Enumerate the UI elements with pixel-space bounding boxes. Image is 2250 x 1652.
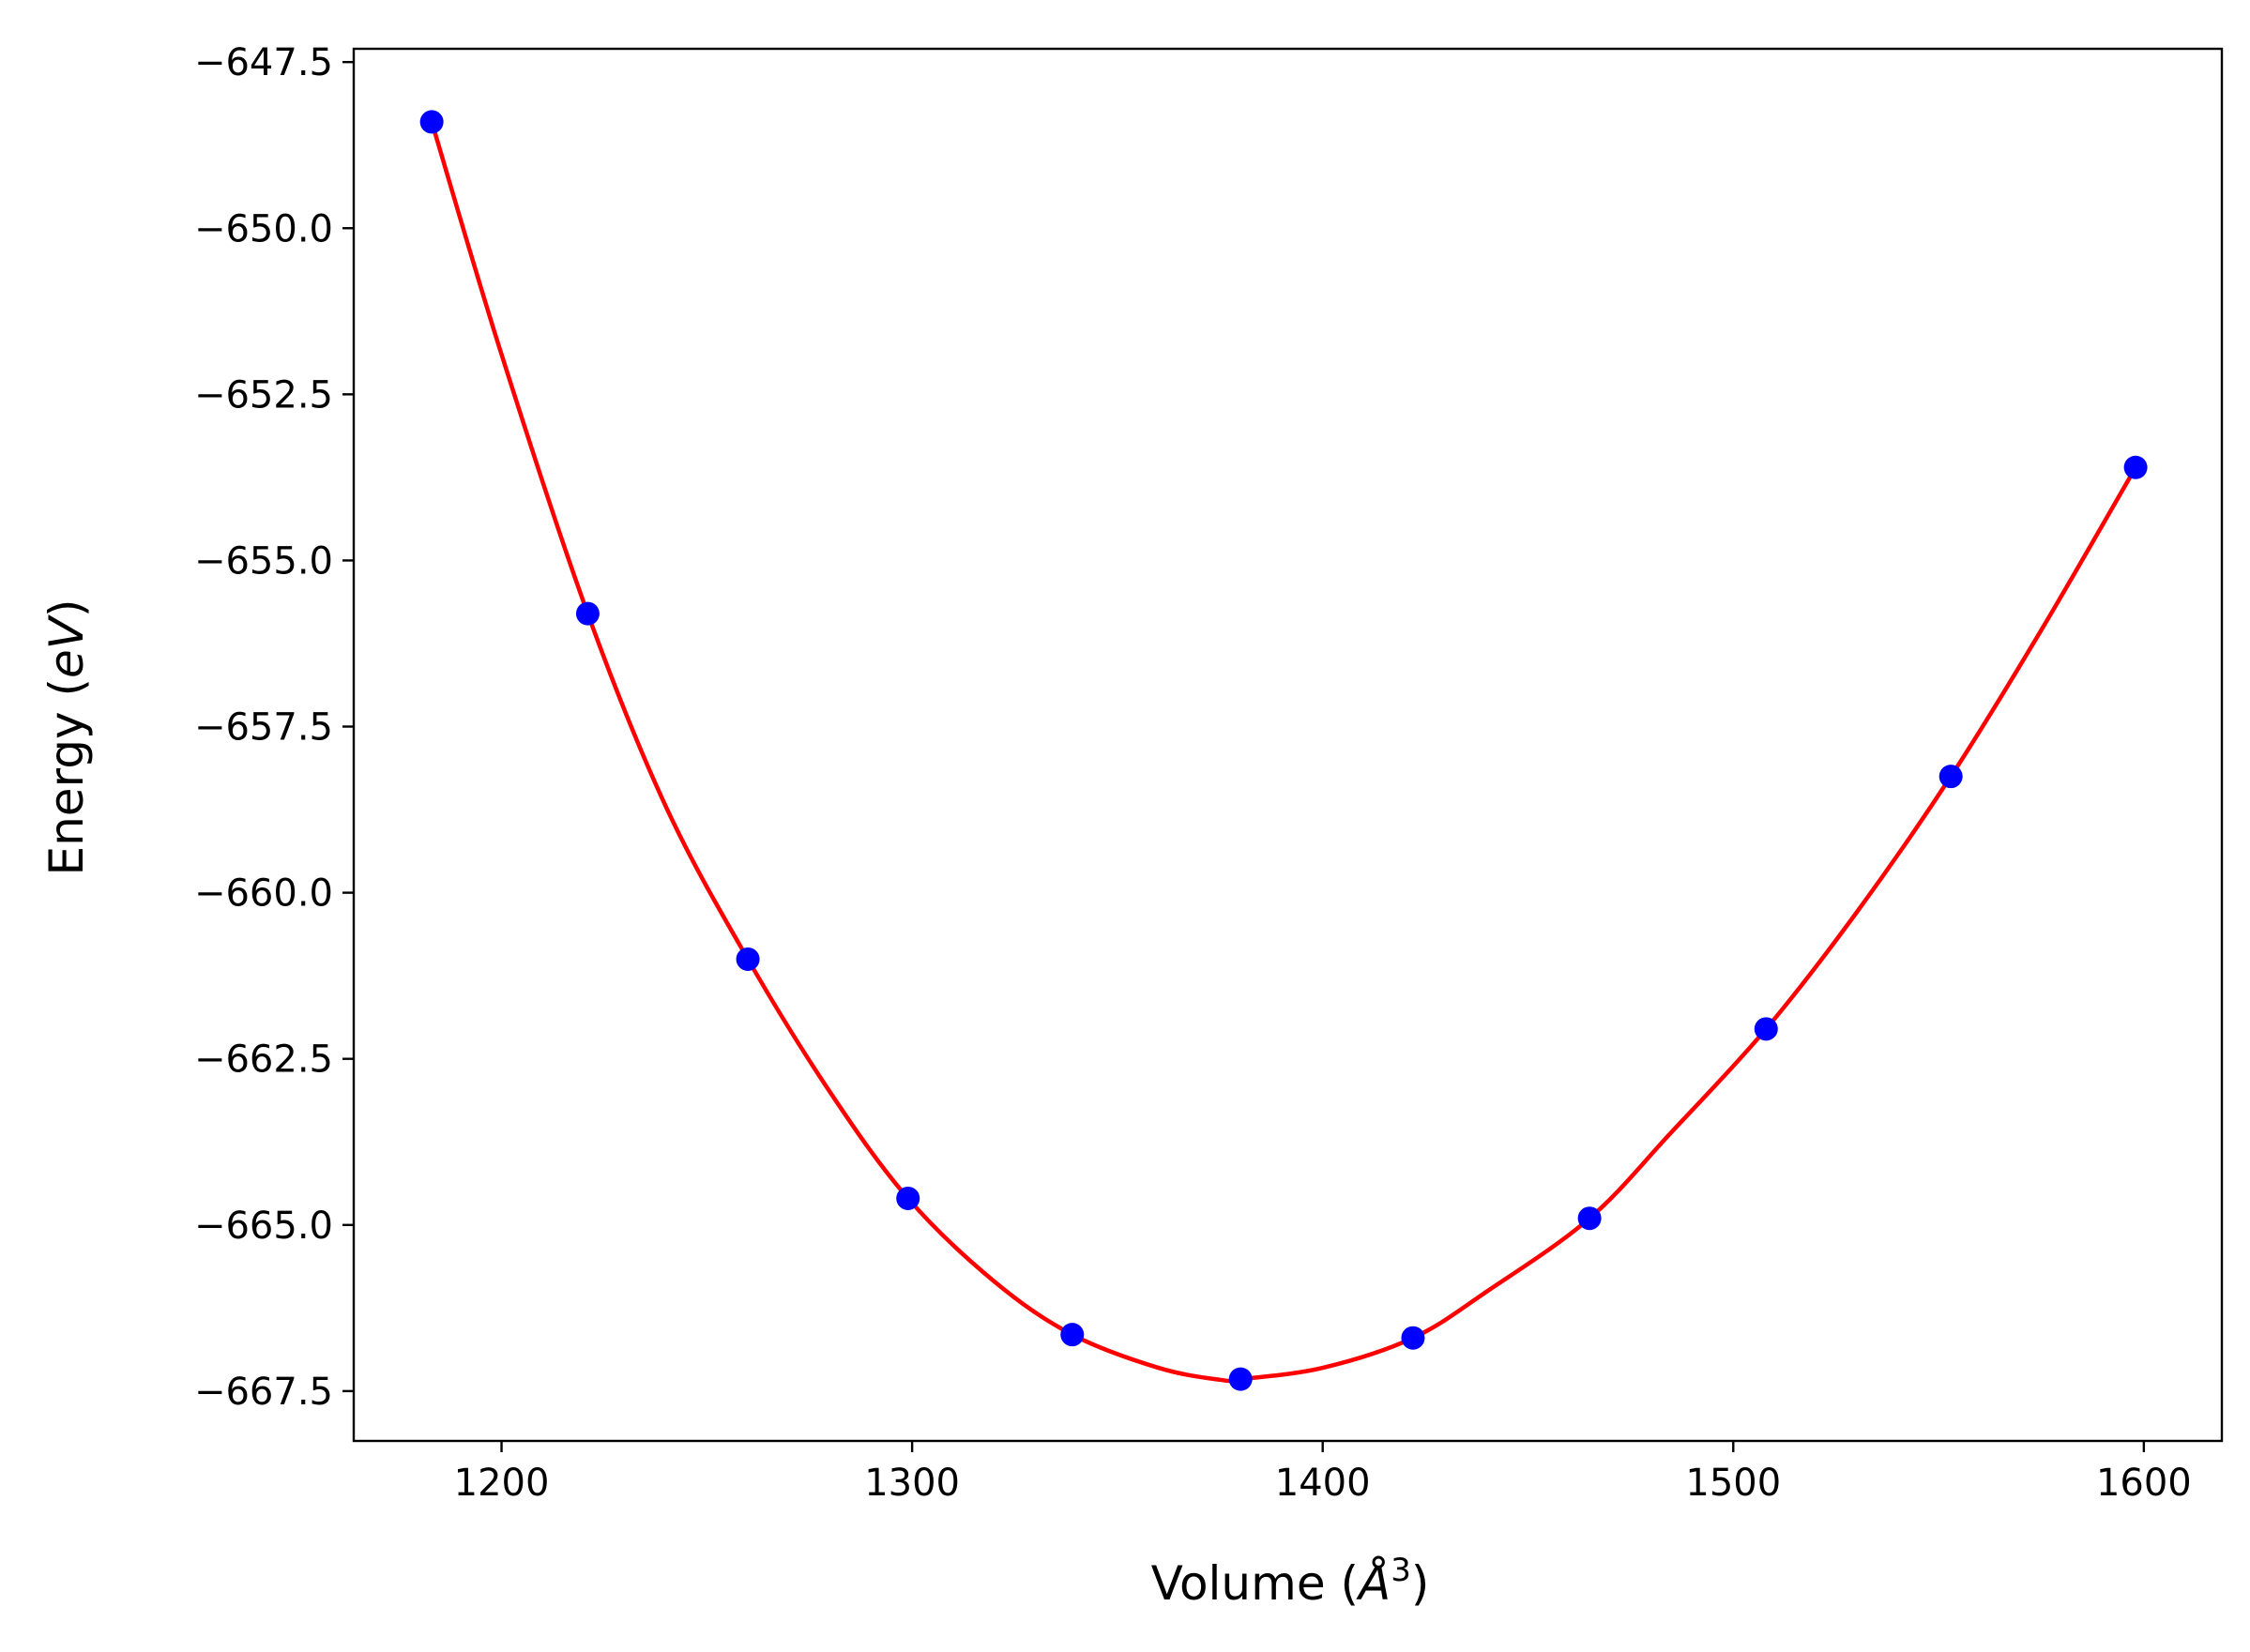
- x-tick-label: 1500: [1685, 1462, 1781, 1505]
- data-point: [896, 1186, 920, 1210]
- y-tick-label: −665.0: [194, 1205, 333, 1248]
- data-point: [575, 601, 600, 626]
- data-point: [736, 947, 760, 971]
- y-tick-label: −662.5: [194, 1038, 333, 1082]
- x-axis-label-unit: Å: [1356, 1556, 1391, 1611]
- data-point: [1228, 1367, 1253, 1391]
- y-tick-label: −647.5: [194, 41, 333, 84]
- x-axis-label-exponent: 3: [1391, 1552, 1411, 1589]
- y-tick-label: −655.0: [194, 539, 333, 583]
- x-tick-label: 1600: [2096, 1462, 2192, 1505]
- data-points: [419, 110, 2148, 1391]
- data-point: [1938, 765, 1963, 789]
- fit-curve: [429, 121, 2138, 1384]
- data-point: [1401, 1326, 1425, 1350]
- y-axis-label-text: Energy (: [39, 678, 94, 875]
- data-point: [419, 110, 444, 134]
- data-point: [2123, 455, 2148, 479]
- data-point: [1577, 1206, 1602, 1231]
- plot-area-frame: [352, 47, 2224, 1443]
- y-axis-ticks: −647.5 −650.0 −652.5 −655.0 −657.5 −660.0 −662…: [194, 41, 354, 1414]
- x-tick-label: 1400: [1275, 1462, 1371, 1505]
- y-tick-label: −650.0: [194, 207, 333, 250]
- x-axis-label-text: Volume (: [1151, 1556, 1359, 1611]
- y-tick-label: −657.5: [194, 706, 333, 750]
- y-tick-label: −652.5: [194, 373, 333, 417]
- x-tick-label: 1200: [454, 1462, 550, 1505]
- y-axis-label-close: ): [39, 599, 94, 618]
- x-axis-ticks: 1200 1300 1400 1500 1600: [454, 1441, 2192, 1505]
- x-tick-label: 1300: [864, 1462, 960, 1505]
- data-point: [1754, 1017, 1778, 1041]
- y-tick-label: −667.5: [194, 1371, 333, 1414]
- y-axis-label: Energy (eV): [39, 599, 94, 876]
- x-axis-label: Volume (Å3): [1151, 1552, 1430, 1611]
- data-point: [1060, 1323, 1085, 1347]
- y-axis-label-unit: eV: [39, 614, 94, 678]
- y-tick-label: −660.0: [194, 872, 333, 916]
- x-axis-label-close: ): [1411, 1556, 1430, 1611]
